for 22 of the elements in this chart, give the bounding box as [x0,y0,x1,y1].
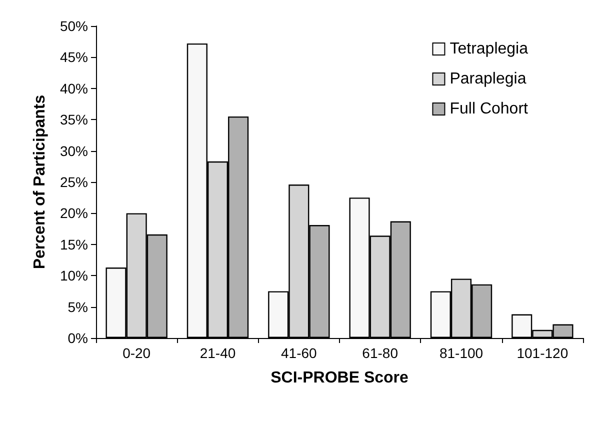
y-tick-label: 45% [60,49,88,66]
y-tick-label: 10% [60,268,88,284]
legend-label: Full Cohort [450,100,529,118]
x-tick-label: 61-80 [362,345,398,361]
legend-label: Tetraplegia [450,40,528,58]
x-tick-label: 21-40 [200,345,236,361]
y-tick-label: 35% [60,112,88,128]
x-tick-label: 41-60 [281,345,318,361]
y-tick-label: 0% [68,330,88,346]
y-tick-label: 50% [60,18,88,34]
y-tick-label: 20% [60,205,88,222]
y-axis-title: Percent of Participants [32,94,48,270]
y-tick-label: 40% [60,80,88,96]
y-tick-label: 30% [60,142,88,159]
y-tick-label: 25% [60,174,88,190]
x-tick-label: 101-120 [516,345,568,361]
y-tick-label: 5% [68,298,88,315]
x-axis-title: SCI-PROBE Score [270,370,409,386]
y-tick-label: 15% [60,236,88,252]
x-tick-label: 81-100 [439,345,484,361]
legend-label: Paraplegia [450,70,526,88]
x-tick-label: 0-20 [122,345,151,361]
